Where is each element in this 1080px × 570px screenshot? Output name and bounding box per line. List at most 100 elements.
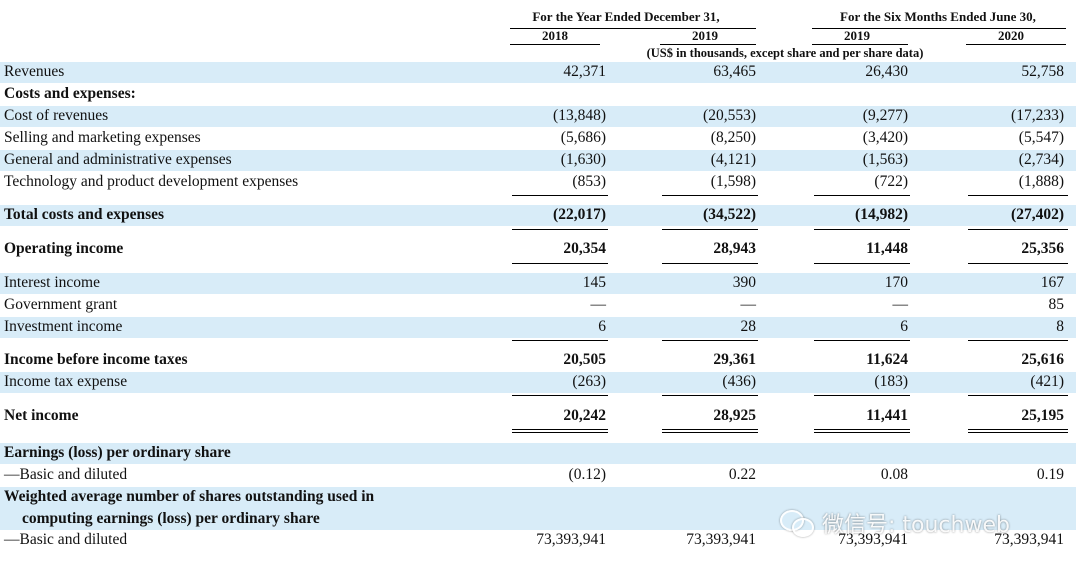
subtotal-rule [814, 395, 910, 396]
total-double-rule [968, 429, 1068, 433]
cell-2019-year: 63,465 [713, 63, 756, 80]
header-underline [812, 44, 908, 45]
subtotal-rule [512, 195, 608, 196]
row-label: Selling and marketing expenses [4, 129, 201, 146]
row-label: Investment income [4, 318, 123, 335]
cell-2018: 145 [582, 274, 606, 291]
table-row-income-before-taxes: Income before income taxes 20,505 29,361… [0, 350, 1076, 371]
cell-2018: (263) [572, 373, 606, 390]
section-heading-continued: computing earnings (loss) per ordinary s… [22, 510, 320, 527]
row-label: —Basic and diluted [4, 531, 128, 548]
cell-2018: (22,017) [553, 206, 606, 223]
row-label: Income before income taxes [4, 351, 188, 368]
subtotal-rule [512, 395, 608, 396]
wechat-icon [780, 510, 814, 537]
row-label: Operating income [4, 240, 124, 257]
row-label: Cost of revenues [4, 107, 109, 124]
cell-2018: (0.12) [568, 466, 606, 483]
cell-2018: — [590, 296, 607, 313]
subtotal-rule [512, 229, 608, 230]
section-heading: Weighted average number of shares outsta… [4, 488, 375, 505]
cell-2019-year: — [740, 296, 757, 313]
cell-2020-six-months: 25,356 [1021, 240, 1064, 257]
subtotal-rule [814, 229, 910, 230]
cell-2019-six-months: (14,982) [855, 206, 908, 223]
cell-2020-six-months: (421) [1030, 373, 1064, 390]
row-label: Interest income [4, 274, 100, 291]
header-six-months: For the Six Months Ended June 30, [840, 9, 1036, 24]
header-year-2018: 2018 [542, 28, 568, 43]
cell-2019-six-months: 11,448 [866, 240, 908, 257]
header-underline [510, 28, 756, 29]
cell-2018: (13,848) [553, 107, 606, 124]
cell-2019-six-months: (1,563) [862, 151, 908, 168]
cell-2019-six-months: (183) [874, 373, 908, 390]
cell-2020-six-months: 25,616 [1021, 351, 1064, 368]
cell-2019-six-months: 73,393,941 [838, 531, 908, 548]
subtotal-rule [968, 195, 1068, 196]
cell-2019-year: 28,925 [713, 407, 756, 424]
subtotal-rule [968, 340, 1068, 341]
table-row-wavg: —Basic and diluted 73,393,941 73,393,941… [0, 530, 1076, 551]
table-row-income-tax: Income tax expense (263) (436) (183) (42… [0, 372, 1076, 393]
row-label: Net income [4, 407, 79, 424]
cell-2019-year: (1,598) [710, 173, 756, 190]
subtotal-rule [814, 195, 910, 196]
subtotal-rule [662, 395, 758, 396]
table-row-total-costs: Total costs and expenses (22,017) (34,52… [0, 205, 1076, 226]
table-row-interest-income: Interest income 145 390 170 167 [0, 273, 1076, 294]
cell-2019-year: 28 [740, 318, 757, 335]
subtotal-rule [968, 229, 1068, 230]
header-units: (US$ in thousands, except share and per … [646, 46, 924, 60]
cell-2019-six-months: 11,441 [866, 407, 908, 424]
cell-2019-six-months: (3,420) [862, 129, 908, 146]
cell-2020-six-months: 25,195 [1021, 407, 1064, 424]
cell-2019-year: 73,393,941 [686, 531, 756, 548]
cell-2018: 20,242 [563, 407, 606, 424]
cell-2020-six-months: 85 [1048, 296, 1065, 313]
total-double-rule [512, 429, 608, 433]
header-year-2019a: 2019 [692, 28, 718, 43]
cell-2018: 42,371 [563, 63, 606, 80]
table-row-wavg-heading: Weighted average number of shares outsta… [0, 487, 1076, 530]
table-row-selling: Selling and marketing expenses (5,686) (… [0, 128, 1076, 149]
row-label: Total costs and expenses [4, 206, 165, 223]
table-row-operating-income: Operating income 20,354 28,943 11,448 25… [0, 239, 1076, 260]
section-heading: Earnings (loss) per ordinary share [4, 444, 231, 461]
cell-2019-six-months: 170 [884, 274, 908, 291]
cell-2020-six-months: 0.19 [1036, 466, 1064, 483]
table-row-eps: —Basic and diluted (0.12) 0.22 0.08 0.19 [0, 465, 1076, 486]
table-row-general-admin: General and administrative expenses (1,6… [0, 150, 1076, 171]
table-row-technology: Technology and product development expen… [0, 172, 1076, 193]
cell-2018: (1,630) [560, 151, 606, 168]
total-double-rule [662, 429, 758, 433]
subtotal-rule [662, 195, 758, 196]
table-row-net-income: Net income 20,242 28,925 11,441 25,195 [0, 406, 1076, 427]
cell-2018: 20,354 [563, 240, 606, 257]
header-year-ended: For the Year Ended December 31, [532, 9, 720, 24]
cell-2019-six-months: (722) [874, 173, 908, 190]
cell-2020-six-months: 167 [1040, 274, 1064, 291]
cell-2019-year: 390 [732, 274, 756, 291]
subtotal-rule [662, 340, 758, 341]
cell-2020-six-months: 8 [1056, 318, 1064, 335]
cell-2018: (853) [572, 173, 606, 190]
cell-2019-year: 28,943 [713, 240, 756, 257]
table-row-investment-income: Investment income 6 28 6 8 [0, 317, 1076, 338]
subtotal-rule [968, 263, 1068, 264]
cell-2019-year: (8,250) [710, 129, 756, 146]
row-label: General and administrative expenses [4, 151, 232, 168]
cell-2020-six-months: (5,547) [1018, 129, 1064, 146]
cell-2019-year: (20,553) [703, 107, 756, 124]
subtotal-rule [968, 395, 1068, 396]
watermark: 微信号: touchweb [780, 507, 1010, 539]
row-label: Government grant [4, 296, 118, 313]
cell-2018: (5,686) [560, 129, 606, 146]
cell-2018: 73,393,941 [536, 531, 606, 548]
total-double-rule [814, 429, 910, 433]
subtotal-rule [662, 229, 758, 230]
cell-2019-six-months: 6 [900, 318, 908, 335]
subtotal-rule [512, 340, 608, 341]
row-label: Technology and product development expen… [4, 173, 299, 190]
header-underline [812, 28, 1066, 29]
